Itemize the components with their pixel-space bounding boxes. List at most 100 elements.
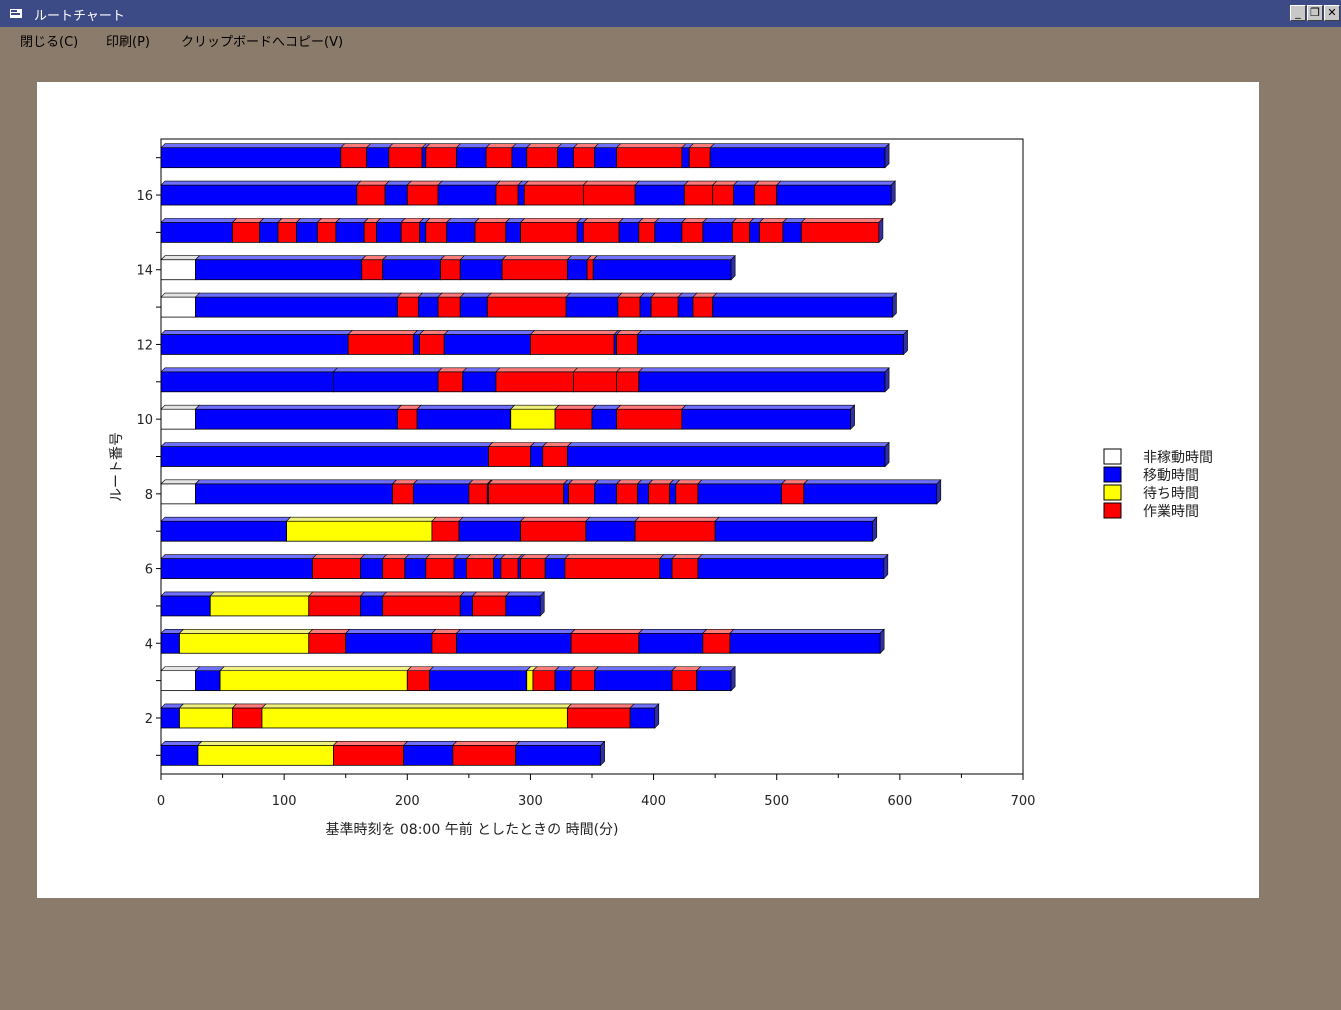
work-segment-top: [231, 703, 267, 709]
travel-segment-top: [359, 591, 388, 597]
restore-icon[interactable]: ❐: [1307, 5, 1323, 21]
route-bar-10: [160, 404, 856, 430]
idle-segment: [160, 408, 196, 430]
wait-segment: [261, 707, 568, 729]
travel-segment: [160, 520, 288, 542]
work-segment: [554, 408, 593, 430]
work-segment: [382, 558, 406, 579]
work-segment-top: [474, 218, 511, 223]
travel-segment-top: [591, 404, 622, 410]
travel-segment: [160, 334, 349, 355]
travel-segment: [681, 408, 852, 430]
travel-segment: [421, 147, 427, 169]
work-segment: [316, 221, 337, 243]
travel-segment: [160, 558, 313, 579]
travel-segment: [404, 558, 427, 579]
wait-segment: [197, 744, 334, 766]
route-bar-3: [160, 665, 736, 692]
travel-segment: [594, 147, 618, 169]
travel-segment: [443, 334, 531, 355]
work-segment-top: [780, 479, 809, 485]
y-tick-label: 8: [145, 488, 153, 503]
travel-segment: [160, 744, 199, 766]
menu-close[interactable]: 閉じる(C): [20, 35, 79, 50]
wait-segment: [510, 408, 556, 430]
travel-segment-top: [160, 180, 362, 186]
work-segment: [520, 558, 546, 579]
work-segment-top: [495, 180, 523, 186]
menu-print[interactable]: 印刷(P): [106, 35, 150, 50]
x-tick-label: 700: [1011, 794, 1036, 809]
work-segment-top: [615, 404, 687, 410]
work-segment: [520, 520, 587, 542]
travel-segment: [563, 483, 570, 505]
work-segment: [425, 221, 448, 243]
wait-segment-top: [285, 516, 437, 522]
travel-segment: [566, 259, 588, 281]
wait-segment: [219, 670, 408, 692]
travel-segment: [696, 670, 732, 692]
travel-segment-top: [702, 218, 738, 223]
work-segment: [495, 184, 519, 206]
route-bar-1: [160, 740, 606, 767]
bar-end-face: [878, 217, 884, 244]
travel-segment: [697, 483, 783, 505]
y-tick-label: 12: [136, 338, 153, 353]
travel-segment-top: [160, 143, 346, 148]
travel-segment: [659, 558, 673, 579]
x-tick-label: 500: [764, 794, 789, 809]
travel-segment: [681, 147, 690, 169]
route-bar-8: [160, 479, 942, 505]
work-segment: [616, 334, 638, 355]
travel-segment-top: [461, 367, 501, 373]
travel-segment: [335, 221, 365, 243]
work-segment: [616, 147, 683, 169]
menu-copy-clipboard[interactable]: クリップボードへコピー(V): [181, 35, 344, 50]
travel-segment: [782, 221, 802, 243]
work-segment: [419, 334, 445, 355]
work-segment-top: [570, 666, 600, 671]
work-segment-top: [231, 218, 265, 223]
close-icon[interactable]: ✕: [1324, 5, 1340, 21]
work-segment: [648, 483, 670, 505]
travel-segment: [160, 632, 180, 654]
travel-segment: [360, 595, 384, 617]
minimize-icon[interactable]: _: [1290, 5, 1306, 21]
travel-segment-top: [775, 180, 896, 186]
work-segment-top: [381, 554, 410, 559]
work-segment: [406, 670, 430, 692]
travel-segment-top: [636, 330, 909, 335]
x-axis: 0 100 200 300 400 500 600 700: [157, 773, 1036, 809]
work-segment-top: [671, 666, 702, 671]
travel-segment-top: [514, 741, 606, 746]
travel-segment-top: [160, 516, 292, 522]
legend-swatch: [1103, 448, 1122, 465]
bar-end-face: [883, 553, 889, 580]
work-segment-top: [753, 180, 782, 186]
wait-segment-top: [209, 591, 314, 597]
work-segment-top: [582, 180, 640, 186]
work-segment-top: [501, 255, 573, 261]
travel-segment-top: [629, 703, 660, 709]
travel-segment-top: [654, 218, 687, 223]
work-segment-top: [529, 330, 619, 335]
work-segment: [573, 147, 595, 169]
travel-segment: [160, 371, 334, 393]
travel-segment: [803, 483, 938, 505]
route-bar-17: [160, 142, 890, 169]
work-segment-top: [542, 442, 573, 447]
work-segment-top: [758, 218, 788, 223]
travel-segment-top: [160, 218, 238, 223]
work-segment: [681, 221, 704, 243]
work-segment-top: [418, 330, 449, 335]
travel-segment: [749, 221, 760, 243]
travel-segment-top: [638, 628, 708, 634]
travel-segment: [654, 221, 683, 243]
x-tick-label: 0: [157, 794, 165, 809]
legend-swatch: [1103, 484, 1122, 501]
work-segment: [406, 184, 439, 206]
work-segment: [616, 371, 640, 393]
travel-segment: [419, 221, 427, 243]
work-segment: [754, 184, 778, 206]
travel-segment: [160, 595, 211, 617]
